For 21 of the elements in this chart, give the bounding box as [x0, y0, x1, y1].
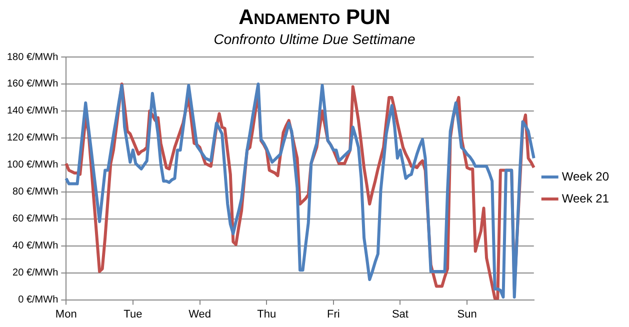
y-tick-label: 120 €/MWh	[6, 132, 58, 144]
y-tick-label: 40 €/MWh	[12, 240, 58, 252]
y-tick-label: 100 €/MWh	[6, 160, 58, 171]
x-tick-label: Mon	[55, 308, 77, 320]
x-tick-label: Thu	[257, 308, 276, 320]
y-tick-label: 20 €/MWh	[12, 268, 58, 279]
y-tick-label: 0 €/MWh	[18, 294, 58, 306]
y-tick-label: 160 €/MWh	[6, 78, 58, 90]
y-tick-label: 80 €/MWh	[12, 186, 58, 198]
x-tick-label: Sat	[392, 308, 408, 320]
y-tick-label: 60 €/MWh	[12, 214, 58, 225]
y-tick-label: 180 €/MWh	[6, 52, 58, 63]
chart-subtitle: Confronto Ultime Due Settimane	[212, 30, 416, 48]
legend-label: Week 21	[562, 191, 610, 206]
legend-label: Week 20	[562, 169, 610, 184]
x-tick-label: Fri	[326, 308, 340, 320]
y-tick-label: 140 €/MWh	[6, 106, 58, 117]
x-tick-label: Sun	[457, 308, 477, 320]
x-tick-label: Tue	[124, 308, 142, 320]
chart-title: Andamento PUN	[238, 6, 392, 30]
x-tick-label: Wed	[188, 308, 211, 320]
